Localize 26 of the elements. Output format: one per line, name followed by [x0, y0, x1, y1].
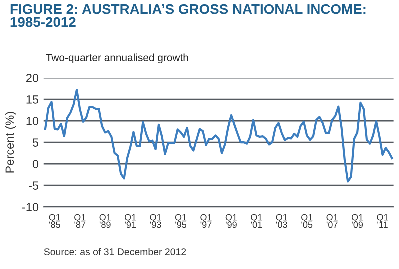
x-tick-label: Q1 '05: [302, 214, 313, 228]
x-tick-label: Q1 '99: [226, 214, 238, 228]
source-note: Source: as of 31 December 2012: [44, 248, 186, 256]
y-tick-label: 0: [32, 160, 39, 168]
x-tick-label: Q1 '09: [352, 214, 364, 228]
x-tick-label: Q1 '97: [200, 214, 212, 228]
line-series: [44, 89, 394, 183]
chart-title: FIGURE 2: AUSTRALIA’S GROSS NATIONAL INCOME: 1985-2012: [10, 4, 366, 28]
x-tick-label: Q1 '07: [326, 214, 338, 228]
x-tick-label: Q1 '01: [251, 214, 262, 228]
chart-subtitle: Two-quarter annualised growth: [46, 54, 188, 64]
x-tick-label: Q1 '95: [175, 214, 187, 228]
y-tick-label: -5: [29, 182, 39, 190]
x-tick-label: Q1 '85: [49, 214, 61, 228]
x-tick-label: Q1 '11: [377, 214, 388, 228]
x-tick-label: Q1 '91: [124, 214, 136, 228]
y-tick-label: 5: [32, 138, 39, 147]
x-tick-label: Q1 '03: [276, 214, 288, 228]
y-tick-label: 20: [26, 74, 39, 82]
x-tick-label: Q1 '93: [150, 214, 162, 228]
y-axis-title: Percent (%): [5, 112, 16, 173]
y-tick-label: 15: [26, 96, 39, 104]
x-tick-label: Q1 '89: [100, 214, 111, 228]
y-tick-label: 10: [26, 117, 39, 126]
y-tick-label: -10: [22, 203, 39, 212]
x-tick-label: Q1 '87: [74, 214, 86, 228]
